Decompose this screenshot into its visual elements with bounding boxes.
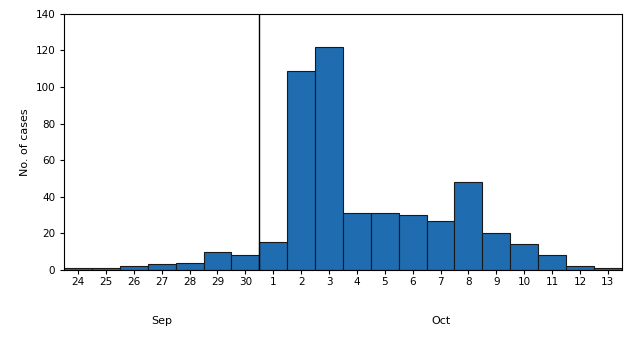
Bar xyxy=(120,266,147,270)
Bar xyxy=(92,268,120,270)
Bar xyxy=(370,213,399,270)
Text: Oct: Oct xyxy=(431,316,450,326)
Bar xyxy=(147,264,176,270)
Bar xyxy=(231,255,259,270)
Bar xyxy=(64,268,92,270)
Bar xyxy=(259,243,287,270)
Bar xyxy=(176,263,204,270)
Bar xyxy=(315,47,343,270)
Bar xyxy=(482,233,510,270)
Bar xyxy=(454,182,482,270)
Text: Sep: Sep xyxy=(151,316,172,326)
Bar xyxy=(566,266,594,270)
Y-axis label: No. of cases: No. of cases xyxy=(20,108,29,176)
Bar xyxy=(399,215,427,270)
Bar xyxy=(594,268,622,270)
Bar xyxy=(427,220,454,270)
Bar xyxy=(510,244,538,270)
Bar xyxy=(343,213,370,270)
Bar xyxy=(287,71,315,270)
Bar xyxy=(204,252,231,270)
Bar xyxy=(538,255,566,270)
